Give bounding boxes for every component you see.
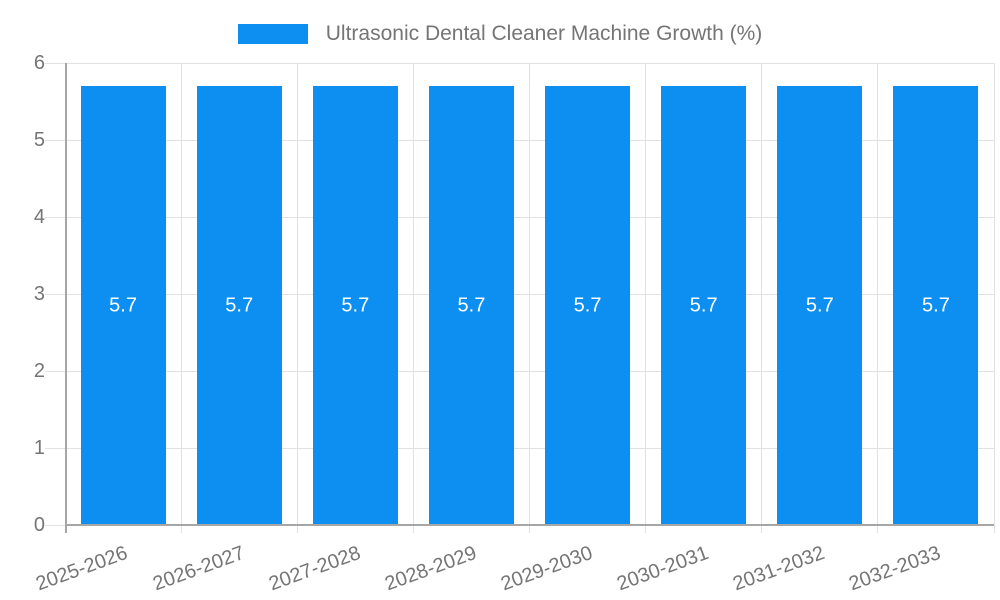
bar-value-label: 5.7 — [689, 294, 718, 317]
y-axis-tick-label: 6 — [33, 52, 45, 74]
vertical-gridline — [412, 63, 414, 525]
y-axis-tick-label: 4 — [33, 206, 45, 228]
y-axis-tick — [45, 293, 65, 295]
y-axis-tick-label: 2 — [33, 360, 45, 382]
x-axis-line — [65, 524, 994, 526]
y-axis-tick — [45, 216, 65, 218]
bar[interactable] — [428, 86, 514, 525]
bar-value-label: 5.7 — [922, 294, 950, 317]
x-axis-tick — [412, 525, 414, 533]
bar[interactable] — [80, 86, 166, 525]
vertical-gridline — [645, 63, 647, 525]
bar[interactable] — [312, 86, 398, 525]
y-axis-tick-label: 3 — [33, 283, 45, 305]
bar[interactable] — [545, 86, 631, 525]
bar[interactable] — [661, 86, 747, 525]
y-axis-tick — [45, 62, 65, 64]
x-axis-tick — [180, 525, 182, 533]
x-axis-tick — [761, 525, 763, 533]
y-axis-tick — [45, 524, 65, 526]
x-axis-tick — [877, 525, 879, 533]
legend-label: Ultrasonic Dental Cleaner Machine Growth… — [325, 22, 763, 45]
x-axis-tick-label: 2030-2031 — [614, 541, 712, 596]
x-axis-tick-label: 2031-2032 — [730, 541, 828, 596]
vertical-gridline — [993, 63, 995, 525]
vertical-gridline — [180, 63, 182, 525]
bar[interactable] — [893, 86, 979, 525]
vertical-gridline — [761, 63, 763, 525]
vertical-gridline — [529, 63, 530, 525]
x-axis-tick — [645, 525, 647, 533]
bar-value-label: 5.7 — [109, 294, 137, 317]
bar[interactable] — [196, 86, 282, 525]
y-axis-tick-label: 1 — [33, 437, 45, 459]
x-axis-tick-label: 2026-2027 — [149, 541, 248, 596]
x-axis-tick-label: 2032-2033 — [846, 541, 944, 596]
y-axis-tick-label: 0 — [33, 514, 45, 536]
bar-value-label: 5.7 — [573, 294, 602, 317]
y-axis-tick-label: 5 — [33, 129, 45, 151]
y-axis-line — [65, 63, 67, 533]
bar-value-label: 5.7 — [341, 294, 370, 317]
vertical-gridline — [296, 63, 298, 525]
x-axis-tick — [296, 525, 298, 533]
y-axis-tick — [45, 139, 65, 141]
x-axis-tick-label: 2025-2026 — [33, 541, 131, 596]
x-axis-tick — [529, 525, 530, 533]
bar-value-label: 5.7 — [805, 294, 834, 317]
y-axis-tick — [45, 370, 65, 372]
x-axis-tick — [993, 525, 995, 533]
vertical-gridline — [877, 63, 879, 525]
legend-swatch — [237, 24, 308, 44]
bar[interactable] — [777, 86, 863, 525]
x-axis-tick-label: 2027-2028 — [265, 541, 364, 596]
bar-value-label: 5.7 — [457, 294, 486, 317]
bar-value-label: 5.7 — [225, 294, 254, 317]
x-axis-tick-label: 2028-2029 — [381, 541, 480, 596]
y-axis-tick — [45, 447, 65, 449]
x-axis-tick-label: 2029-2030 — [498, 541, 596, 596]
legend[interactable]: Ultrasonic Dental Cleaner Machine Growth… — [0, 22, 1000, 46]
